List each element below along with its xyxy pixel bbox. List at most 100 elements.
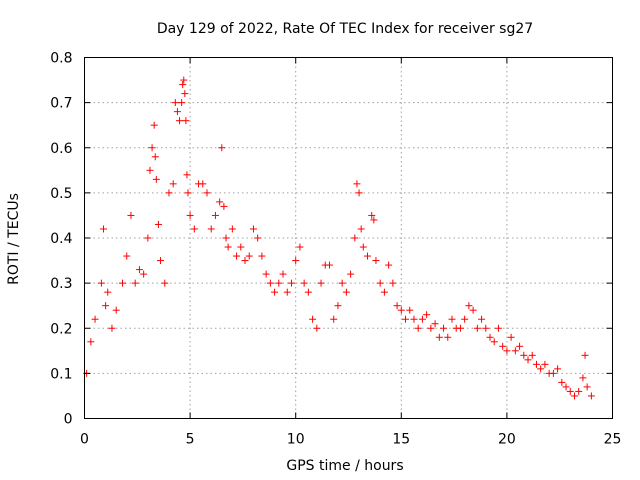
data-point	[150, 121, 158, 129]
data-point	[245, 252, 253, 260]
data-point	[140, 270, 148, 278]
data-point	[271, 288, 279, 296]
data-point	[490, 338, 498, 346]
data-point	[418, 315, 426, 323]
x-tick-label: 15	[392, 432, 410, 448]
data-point	[180, 76, 188, 84]
data-point	[146, 166, 154, 174]
data-point	[283, 288, 291, 296]
data-point	[330, 315, 338, 323]
data-point	[357, 225, 365, 233]
data-point	[216, 198, 224, 206]
data-point	[131, 279, 139, 287]
data-point	[359, 243, 367, 251]
data-point	[541, 360, 549, 368]
data-point	[233, 252, 241, 260]
x-tick-label: 0	[80, 432, 89, 448]
data-point	[549, 369, 557, 377]
data-point	[325, 261, 333, 269]
data-point	[554, 365, 562, 373]
data-point	[414, 324, 422, 332]
data-point	[334, 302, 342, 310]
data-point	[558, 378, 566, 386]
data-point	[292, 257, 300, 265]
data-point	[532, 360, 540, 368]
data-point	[503, 347, 511, 355]
data-point	[389, 279, 397, 287]
data-point	[165, 189, 173, 197]
data-point	[296, 243, 304, 251]
data-points	[83, 76, 595, 400]
data-point	[376, 279, 384, 287]
data-point	[583, 383, 591, 391]
y-tick-labels: 0 0.1 0.2 0.3 0.4 0.5 0.6 0.7 0.8	[50, 51, 72, 428]
grid-lines	[84, 57, 613, 419]
data-point	[287, 279, 295, 287]
data-point	[173, 108, 181, 116]
axis-ticks	[84, 57, 613, 419]
data-point	[218, 144, 226, 152]
data-point	[279, 270, 287, 278]
data-point	[486, 333, 494, 341]
data-point	[368, 211, 376, 219]
data-point	[313, 324, 321, 332]
y-tick-label: 0.7	[50, 96, 72, 112]
x-tick-label: 25	[604, 432, 622, 448]
data-point	[222, 234, 230, 242]
data-point	[566, 387, 574, 395]
data-point	[183, 171, 191, 179]
y-tick-label: 0.5	[50, 186, 72, 202]
data-point	[262, 270, 270, 278]
data-point	[220, 202, 228, 210]
y-tick-label: 0.4	[50, 231, 72, 247]
data-point	[456, 324, 464, 332]
data-point	[241, 257, 249, 265]
data-point	[91, 315, 99, 323]
y-tick-label: 0.2	[50, 321, 72, 337]
data-point	[511, 347, 519, 355]
data-point	[123, 252, 131, 260]
y-tick-label: 0	[64, 412, 73, 428]
data-point	[347, 270, 355, 278]
data-point	[87, 338, 95, 346]
data-point	[355, 189, 363, 197]
data-point	[182, 117, 190, 125]
data-point	[520, 351, 528, 359]
data-point	[161, 279, 169, 287]
data-point	[528, 351, 536, 359]
data-point	[579, 374, 587, 382]
data-point	[258, 252, 266, 260]
chart-title: Day 129 of 2022, Rate Of TEC Index for r…	[157, 21, 533, 37]
data-point	[169, 180, 177, 188]
x-tick-labels: 0 5 10 15 20 25	[80, 432, 621, 448]
data-point	[499, 342, 507, 350]
data-point	[562, 383, 570, 391]
data-point	[135, 266, 143, 274]
data-point	[427, 324, 435, 332]
data-point	[465, 302, 473, 310]
data-point	[385, 261, 393, 269]
data-point	[224, 243, 232, 251]
data-point	[148, 144, 156, 152]
data-point	[431, 320, 439, 328]
data-point	[570, 392, 578, 400]
x-tick-label: 20	[498, 432, 516, 448]
x-axis-label: GPS time / hours	[286, 458, 403, 474]
data-point	[275, 279, 283, 287]
data-point	[97, 279, 105, 287]
data-point	[144, 234, 152, 242]
data-point	[351, 234, 359, 242]
y-axis-label: ROTI / TECUs	[6, 193, 22, 285]
data-point	[444, 333, 452, 341]
x-tick-label: 10	[287, 432, 305, 448]
data-point	[372, 257, 380, 265]
data-point	[203, 189, 211, 197]
data-point	[524, 356, 532, 364]
data-point	[119, 279, 127, 287]
data-point	[199, 180, 207, 188]
data-point	[402, 315, 410, 323]
data-point	[406, 306, 414, 314]
data-point	[237, 243, 245, 251]
data-point	[380, 288, 388, 296]
